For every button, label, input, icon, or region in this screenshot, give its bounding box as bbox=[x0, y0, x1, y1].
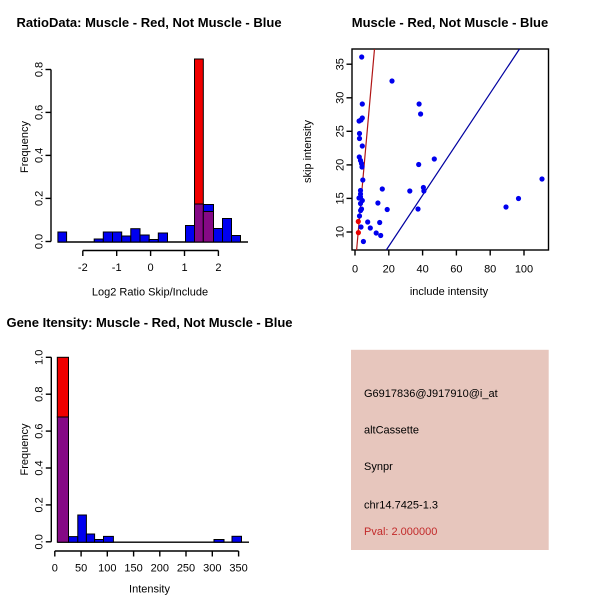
svg-text:0.4: 0.4 bbox=[34, 460, 46, 475]
svg-text:200: 200 bbox=[151, 563, 169, 575]
svg-text:chr14.7425-1.3: chr14.7425-1.3 bbox=[364, 499, 438, 511]
svg-text:0.6: 0.6 bbox=[34, 423, 46, 438]
svg-text:0.8: 0.8 bbox=[34, 62, 46, 77]
svg-text:Intensity: Intensity bbox=[129, 584, 170, 596]
svg-text:1: 1 bbox=[181, 262, 187, 274]
svg-text:35: 35 bbox=[335, 58, 347, 70]
svg-text:15: 15 bbox=[335, 192, 347, 204]
svg-text:250: 250 bbox=[177, 563, 195, 575]
svg-text:1.0: 1.0 bbox=[34, 350, 46, 365]
svg-text:Muscle - Red, Not Muscle - Blu: Muscle - Red, Not Muscle - Blue bbox=[352, 15, 548, 30]
svg-text:0: 0 bbox=[352, 264, 358, 276]
svg-text:Frequency: Frequency bbox=[19, 121, 31, 173]
svg-text:50: 50 bbox=[75, 563, 87, 575]
svg-text:80: 80 bbox=[484, 264, 496, 276]
svg-text:Pval: 2.000000: Pval: 2.000000 bbox=[364, 526, 437, 538]
svg-text:-2: -2 bbox=[78, 262, 88, 274]
svg-text:0.0: 0.0 bbox=[34, 234, 46, 249]
svg-text:350: 350 bbox=[229, 563, 247, 575]
svg-text:altCassette: altCassette bbox=[364, 425, 419, 437]
svg-text:0.2: 0.2 bbox=[34, 191, 46, 206]
svg-text:0.0: 0.0 bbox=[34, 534, 46, 549]
svg-text:skip intensity: skip intensity bbox=[302, 120, 314, 183]
svg-text:include intensity: include intensity bbox=[410, 286, 489, 298]
svg-text:Log2 Ratio Skip/Include: Log2 Ratio Skip/Include bbox=[92, 287, 208, 299]
svg-text:0: 0 bbox=[52, 563, 58, 575]
svg-text:40: 40 bbox=[416, 264, 428, 276]
svg-text:Gene Itensity: Muscle - Red, N: Gene Itensity: Muscle - Red, Not Muscle … bbox=[6, 315, 292, 330]
svg-text:10: 10 bbox=[335, 226, 347, 238]
svg-text:0.6: 0.6 bbox=[34, 105, 46, 120]
svg-text:G6917836@J917910@i_at: G6917836@J917910@i_at bbox=[364, 388, 498, 400]
svg-text:20: 20 bbox=[383, 264, 395, 276]
svg-text:20: 20 bbox=[335, 159, 347, 171]
svg-text:Frequency: Frequency bbox=[19, 423, 31, 475]
svg-text:0: 0 bbox=[148, 262, 154, 274]
svg-text:2: 2 bbox=[215, 262, 221, 274]
svg-text:100: 100 bbox=[98, 563, 116, 575]
svg-text:-1: -1 bbox=[112, 262, 122, 274]
svg-text:RatioData: Muscle - Red, Not M: RatioData: Muscle - Red, Not Muscle - Bl… bbox=[16, 15, 281, 30]
svg-text:30: 30 bbox=[335, 92, 347, 104]
svg-text:25: 25 bbox=[335, 125, 347, 137]
svg-text:300: 300 bbox=[203, 563, 221, 575]
svg-text:Synpr: Synpr bbox=[364, 461, 393, 473]
svg-text:0.8: 0.8 bbox=[34, 387, 46, 402]
svg-text:0.4: 0.4 bbox=[34, 148, 46, 163]
svg-text:0.2: 0.2 bbox=[34, 497, 46, 512]
svg-text:100: 100 bbox=[515, 264, 533, 276]
svg-text:60: 60 bbox=[450, 264, 462, 276]
svg-text:150: 150 bbox=[124, 563, 142, 575]
